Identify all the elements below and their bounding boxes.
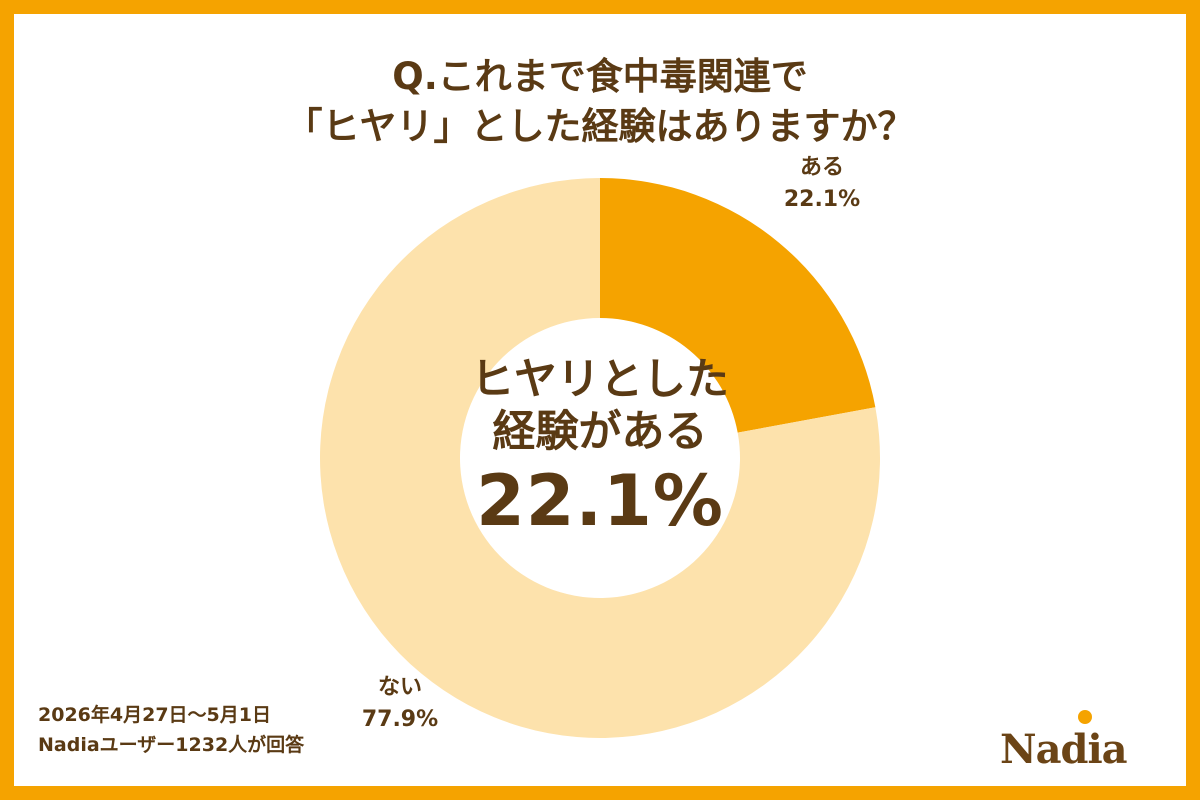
- slice-label-aru-value: 22.1%: [783, 187, 861, 212]
- slice-label-nai: ない 77.9%: [340, 672, 460, 736]
- chart-title-line1: Q.これまで食中毒関連で: [392, 55, 808, 98]
- survey-footnote: 2026年4月27日～5月1日 Nadiaユーザー1232人が回答: [38, 700, 304, 760]
- chart-title-line2: 「ヒヤリ」とした経験はありますか？: [285, 105, 915, 148]
- center-callout: ヒヤリとした 経験がある 22.1%: [450, 354, 750, 544]
- survey-date: 2026年4月27日～5月1日: [38, 704, 271, 726]
- center-value: 22.1%: [476, 460, 724, 542]
- slice-label-aru-name: ある: [799, 155, 844, 180]
- donut-slice-1: [320, 178, 881, 739]
- survey-respondents: Nadiaユーザー1232人が回答: [38, 734, 305, 756]
- chart-title: Q.これまで食中毒関連で 「ヒヤリ」とした経験はありますか？: [14, 52, 1186, 152]
- slice-label-nai-value: 77.9%: [361, 707, 439, 732]
- chart-card: Q.これまで食中毒関連で 「ヒヤリ」とした経験はありますか？ ヒヤリとした 経験…: [14, 14, 1186, 786]
- flower-icon: [1078, 710, 1092, 724]
- center-text-line2: 経験がある: [492, 407, 708, 457]
- donut-chart: [320, 178, 881, 739]
- slice-label-aru: ある 22.1%: [762, 152, 882, 216]
- nadia-logo: Nadia: [1000, 710, 1128, 773]
- logo-text: Nadia: [1000, 726, 1128, 773]
- slice-label-nai-name: ない: [377, 675, 422, 700]
- center-text-line1: ヒヤリとした: [471, 355, 729, 405]
- donut-slice-0: [600, 178, 876, 433]
